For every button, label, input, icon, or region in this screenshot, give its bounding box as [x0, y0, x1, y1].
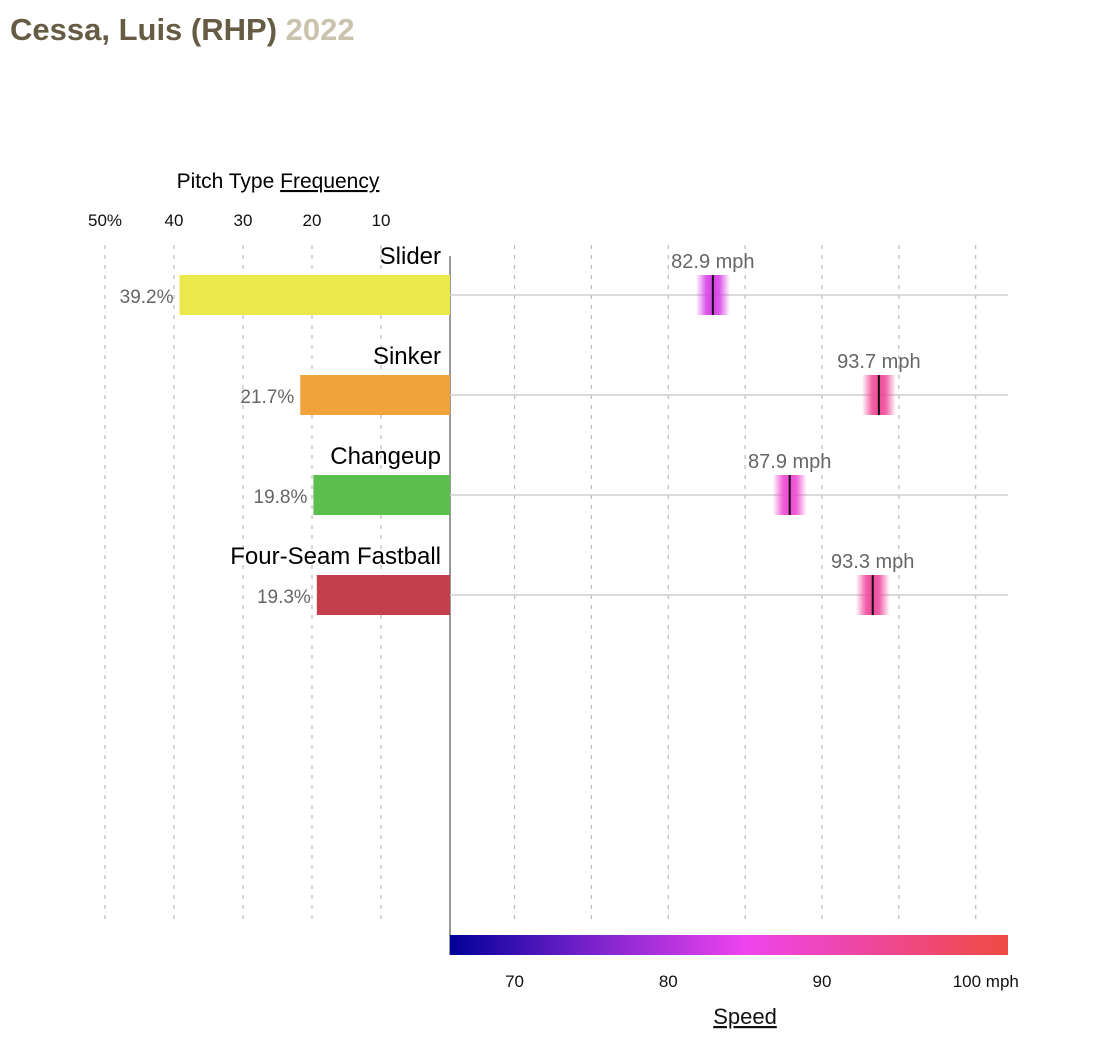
speed-value-label: 87.9 mph	[748, 451, 831, 473]
speed-axis-label[interactable]: Speed	[713, 1004, 777, 1029]
frequency-value-label: 19.8%	[254, 487, 308, 508]
frequency-tick-label: 50%	[88, 211, 122, 230]
frequency-bar[interactable]	[300, 375, 450, 415]
pitch-name: Changeup	[330, 443, 441, 470]
frequency-value-label: 21.7%	[240, 387, 294, 408]
pitch-row: Sinker 21.7% 93.7 mph	[240, 343, 1008, 415]
pitch-row: Slider 39.2% 82.9 mph	[120, 243, 1008, 315]
speed-colorbar	[450, 935, 1008, 955]
chart-title: Cessa, Luis (RHP) 2022	[10, 12, 355, 48]
frequency-bar[interactable]	[316, 575, 450, 615]
pitch-row: Four-Seam Fastball 19.3% 93.3 mph	[230, 543, 1008, 615]
season-year: 2022	[285, 12, 355, 47]
frequency-tick-label: 10	[372, 211, 391, 230]
frequency-value-label: 39.2%	[120, 287, 174, 308]
axis-label-prefix: Pitch Type	[177, 170, 281, 193]
speed-value-label: 93.3 mph	[831, 551, 914, 573]
speed-tick-label: 70	[505, 972, 524, 991]
pitch-row: Changeup 19.8% 87.9 mph	[254, 443, 1008, 515]
speed-value-label: 82.9 mph	[671, 251, 754, 273]
speed-tick-label: 100 mph	[953, 972, 1019, 991]
player-name: Cessa, Luis (RHP)	[10, 12, 278, 47]
speed-tick-label: 90	[813, 972, 832, 991]
speed-value-label: 93.7 mph	[837, 351, 920, 373]
frequency-tick-label: 20	[303, 211, 322, 230]
speed-tick-label: 80	[659, 972, 678, 991]
pitch-name: Slider	[380, 243, 441, 270]
frequency-tick-label: 30	[234, 211, 253, 230]
pitch-name: Sinker	[373, 343, 441, 370]
frequency-tick-label: 40	[165, 211, 184, 230]
pitch-name: Four-Seam Fastball	[230, 543, 441, 570]
frequency-link[interactable]: Frequency	[280, 170, 380, 193]
frequency-axis-label: Pitch Type Frequency	[177, 170, 380, 193]
frequency-bar[interactable]	[313, 475, 450, 515]
frequency-bar[interactable]	[179, 275, 450, 315]
frequency-value-label: 19.3%	[257, 587, 311, 608]
